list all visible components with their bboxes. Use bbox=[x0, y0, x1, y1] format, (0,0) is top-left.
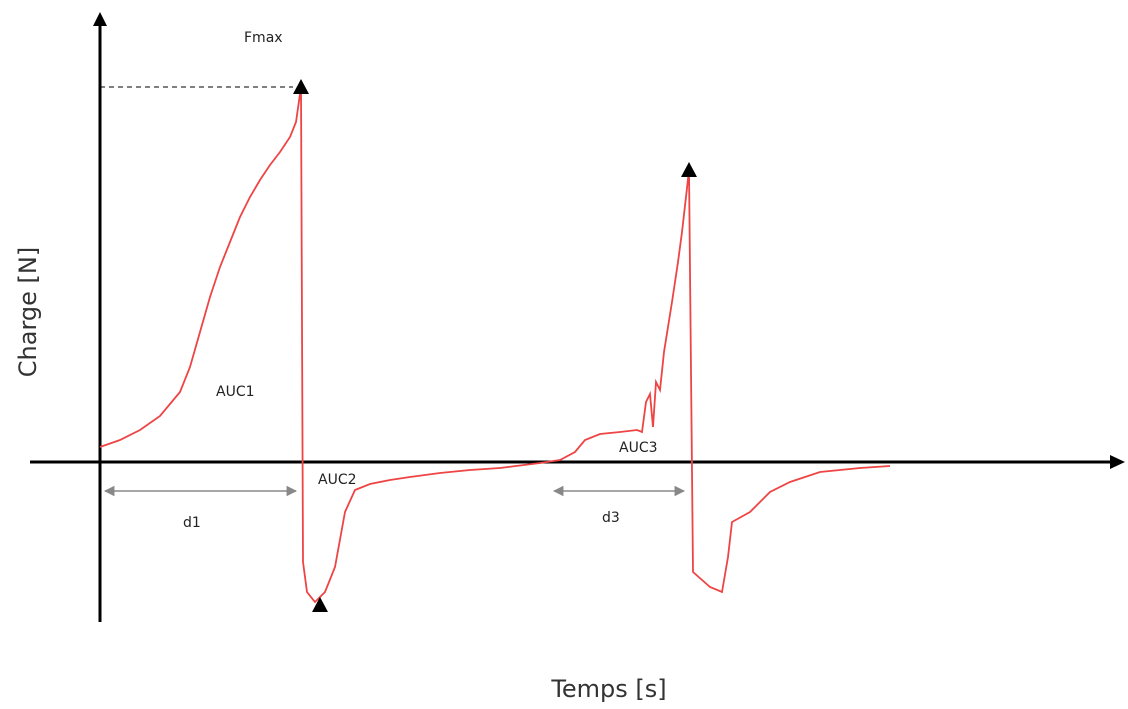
d1-label: d1 bbox=[183, 515, 201, 531]
peak-marker bbox=[681, 162, 697, 177]
auc1-label: AUC1 bbox=[216, 384, 255, 400]
y-axis-title: Charge [N] bbox=[14, 247, 42, 377]
peak-marker bbox=[312, 597, 328, 612]
series-line bbox=[99, 86, 891, 604]
x-axis-title: Temps [s] bbox=[550, 675, 666, 703]
auc2-label: AUC2 bbox=[318, 472, 357, 488]
x-axis-arrowhead bbox=[1110, 455, 1125, 469]
auc3-label: AUC3 bbox=[619, 440, 658, 456]
d3-label: d3 bbox=[602, 510, 620, 526]
y-axis-arrowhead bbox=[93, 12, 107, 26]
peak-marker bbox=[293, 79, 309, 94]
peak-markers bbox=[293, 79, 697, 612]
axes bbox=[30, 12, 1125, 622]
fmax-label: Fmax bbox=[244, 30, 283, 46]
